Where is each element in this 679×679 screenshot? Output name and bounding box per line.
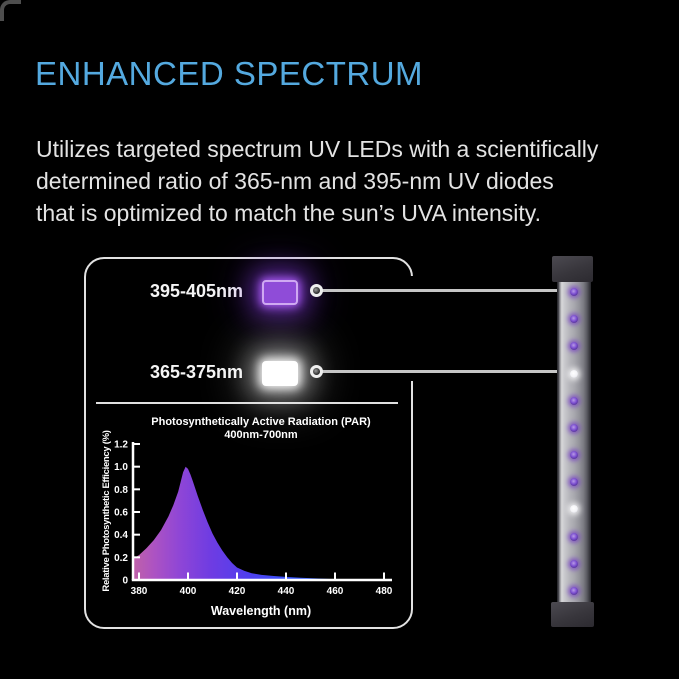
purple-led xyxy=(570,478,578,486)
x-tick-label: 460 xyxy=(327,586,344,597)
y-tick-label: 0.8 xyxy=(114,485,128,496)
purple-led xyxy=(570,451,578,459)
white-led xyxy=(570,370,578,378)
purple-led xyxy=(570,397,578,405)
x-tick-label: 400 xyxy=(180,586,197,597)
x-tick-label: 440 xyxy=(278,586,295,597)
purple-led xyxy=(570,315,578,323)
y-tick-label: 0.4 xyxy=(114,530,128,541)
body-text-line: determined ratio of 365-nm and 395-nm UV… xyxy=(36,168,554,194)
spectrum-panel xyxy=(84,257,413,629)
x-tick-label: 480 xyxy=(376,586,393,597)
connector-line xyxy=(321,370,558,373)
led-bar-body xyxy=(557,280,591,603)
y-tick-label: 0.6 xyxy=(114,508,128,519)
body-text-line: that is optimized to match the sun’s UVA… xyxy=(36,200,541,226)
purple-led xyxy=(570,560,578,568)
window-corner-artifact xyxy=(0,0,21,21)
x-axis-label: Wavelength (nm) xyxy=(211,604,311,618)
x-tick-label: 380 xyxy=(131,586,148,597)
white-led xyxy=(570,505,578,513)
led-swatch-purple xyxy=(262,280,298,305)
chart-subtitle: 400nm-700nm xyxy=(224,429,298,441)
body-text-line: Utilizes targeted spectrum UV LEDs with … xyxy=(36,136,599,162)
x-tick-label: 420 xyxy=(229,586,246,597)
connector-dot xyxy=(310,284,323,297)
purple-led xyxy=(570,342,578,350)
y-tick-label: 1.0 xyxy=(114,462,128,473)
connector-line xyxy=(321,289,558,292)
chart-area xyxy=(132,466,384,580)
connector-dot xyxy=(310,365,323,378)
par-chart: 0 0.2 0.4 0.6 0.8 1.0 1.2 380 400 420 440 460 480 Pho… xyxy=(101,416,393,618)
y-tick-label: 0 xyxy=(122,576,128,587)
led-range-label-395: 395-405nm xyxy=(149,281,243,301)
purple-led xyxy=(570,424,578,432)
led-swatch-white xyxy=(262,361,298,386)
y-axis-label: Relative Photosynthetic Efficiency (%) xyxy=(101,430,112,591)
purple-led xyxy=(570,533,578,541)
body-text: Utilizes targeted spectrum UV LEDs with … xyxy=(36,133,598,229)
purple-led xyxy=(570,288,578,296)
panel-divider xyxy=(96,402,398,404)
y-tick-label: 1.2 xyxy=(114,440,128,451)
y-tick-label: 0.2 xyxy=(114,553,128,564)
chart-title: Photosynthetically Active Radiation (PAR… xyxy=(151,416,371,428)
led-bar-bottom-cap xyxy=(551,602,594,627)
led-bar-top-cap xyxy=(552,256,593,282)
page-title: ENHANCED SPECTRUM xyxy=(35,55,424,92)
purple-led xyxy=(570,587,578,595)
panel-border-gap xyxy=(404,276,417,381)
led-range-label-365: 365-375nm xyxy=(149,362,243,382)
